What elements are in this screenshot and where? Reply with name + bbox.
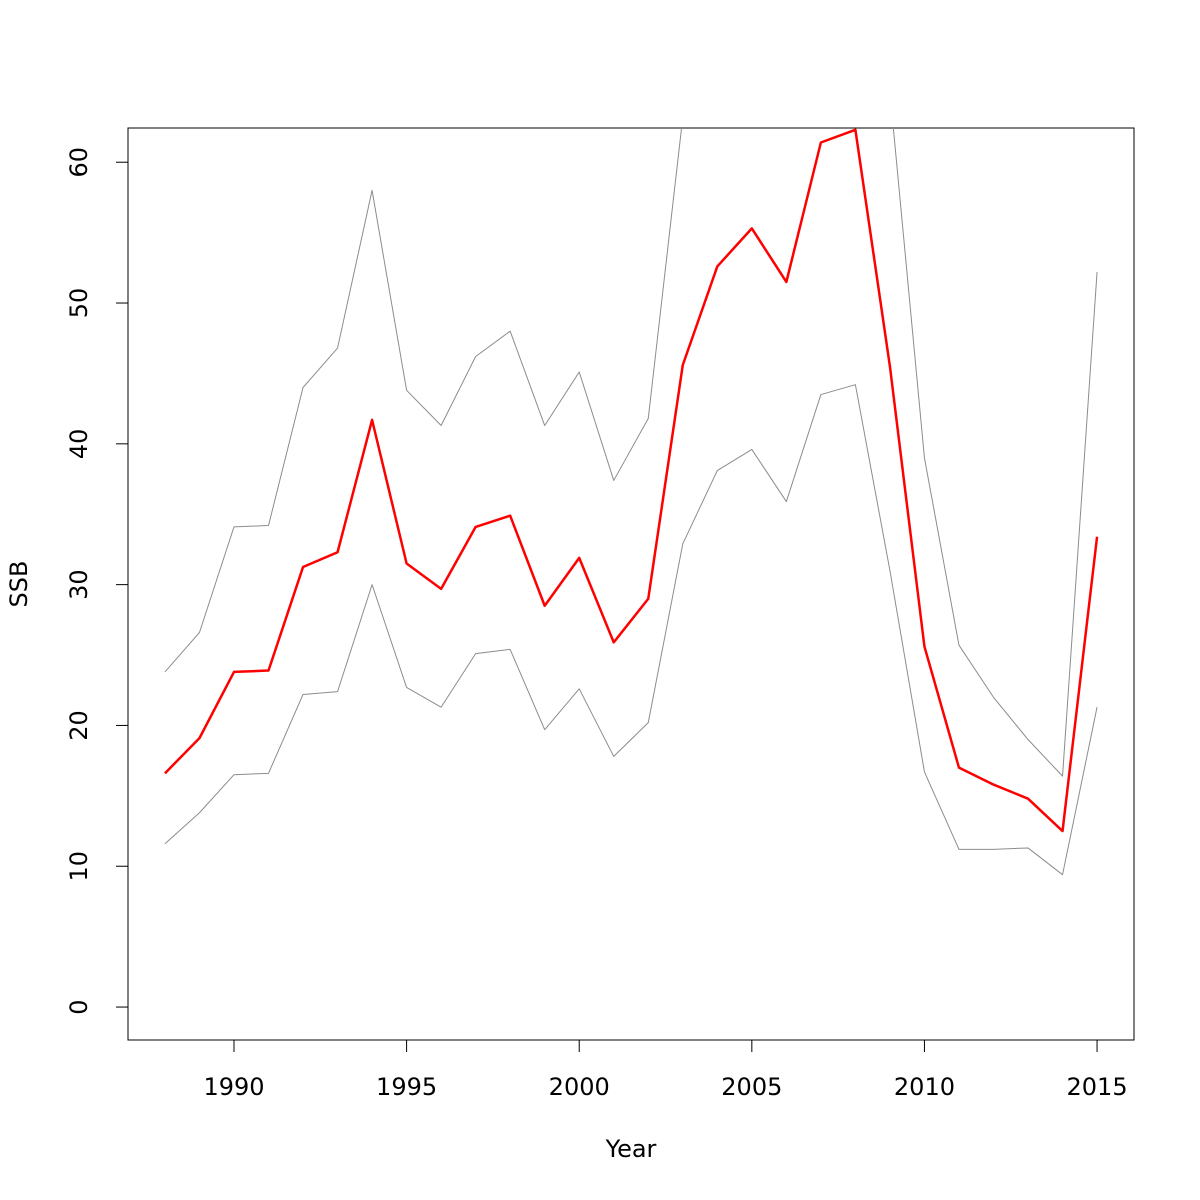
series-line <box>164 128 1099 833</box>
y-axis-label: SSB <box>5 561 33 608</box>
y-tick-label: 40 <box>65 429 93 460</box>
plot-area <box>164 128 1099 876</box>
x-tick-label: 2010 <box>894 1073 955 1101</box>
x-axis-label: Year <box>605 1135 657 1163</box>
x-tick-label: 2015 <box>1067 1073 1128 1101</box>
y-tick-label: 10 <box>65 851 93 882</box>
y-tick-label: 20 <box>65 710 93 741</box>
series-line <box>164 128 1098 777</box>
x-tick-label: 2000 <box>549 1073 610 1101</box>
plot-frame <box>127 127 1135 1041</box>
y-tick-label: 60 <box>65 147 93 178</box>
y-tick-label: 50 <box>65 288 93 319</box>
y-tick-label: 0 <box>65 999 93 1014</box>
series-line <box>164 384 1098 876</box>
x-tick-label: 1995 <box>376 1073 437 1101</box>
x-tick-label: 1990 <box>203 1073 264 1101</box>
x-tick-label: 2005 <box>721 1073 782 1101</box>
y-tick-label: 30 <box>65 569 93 600</box>
